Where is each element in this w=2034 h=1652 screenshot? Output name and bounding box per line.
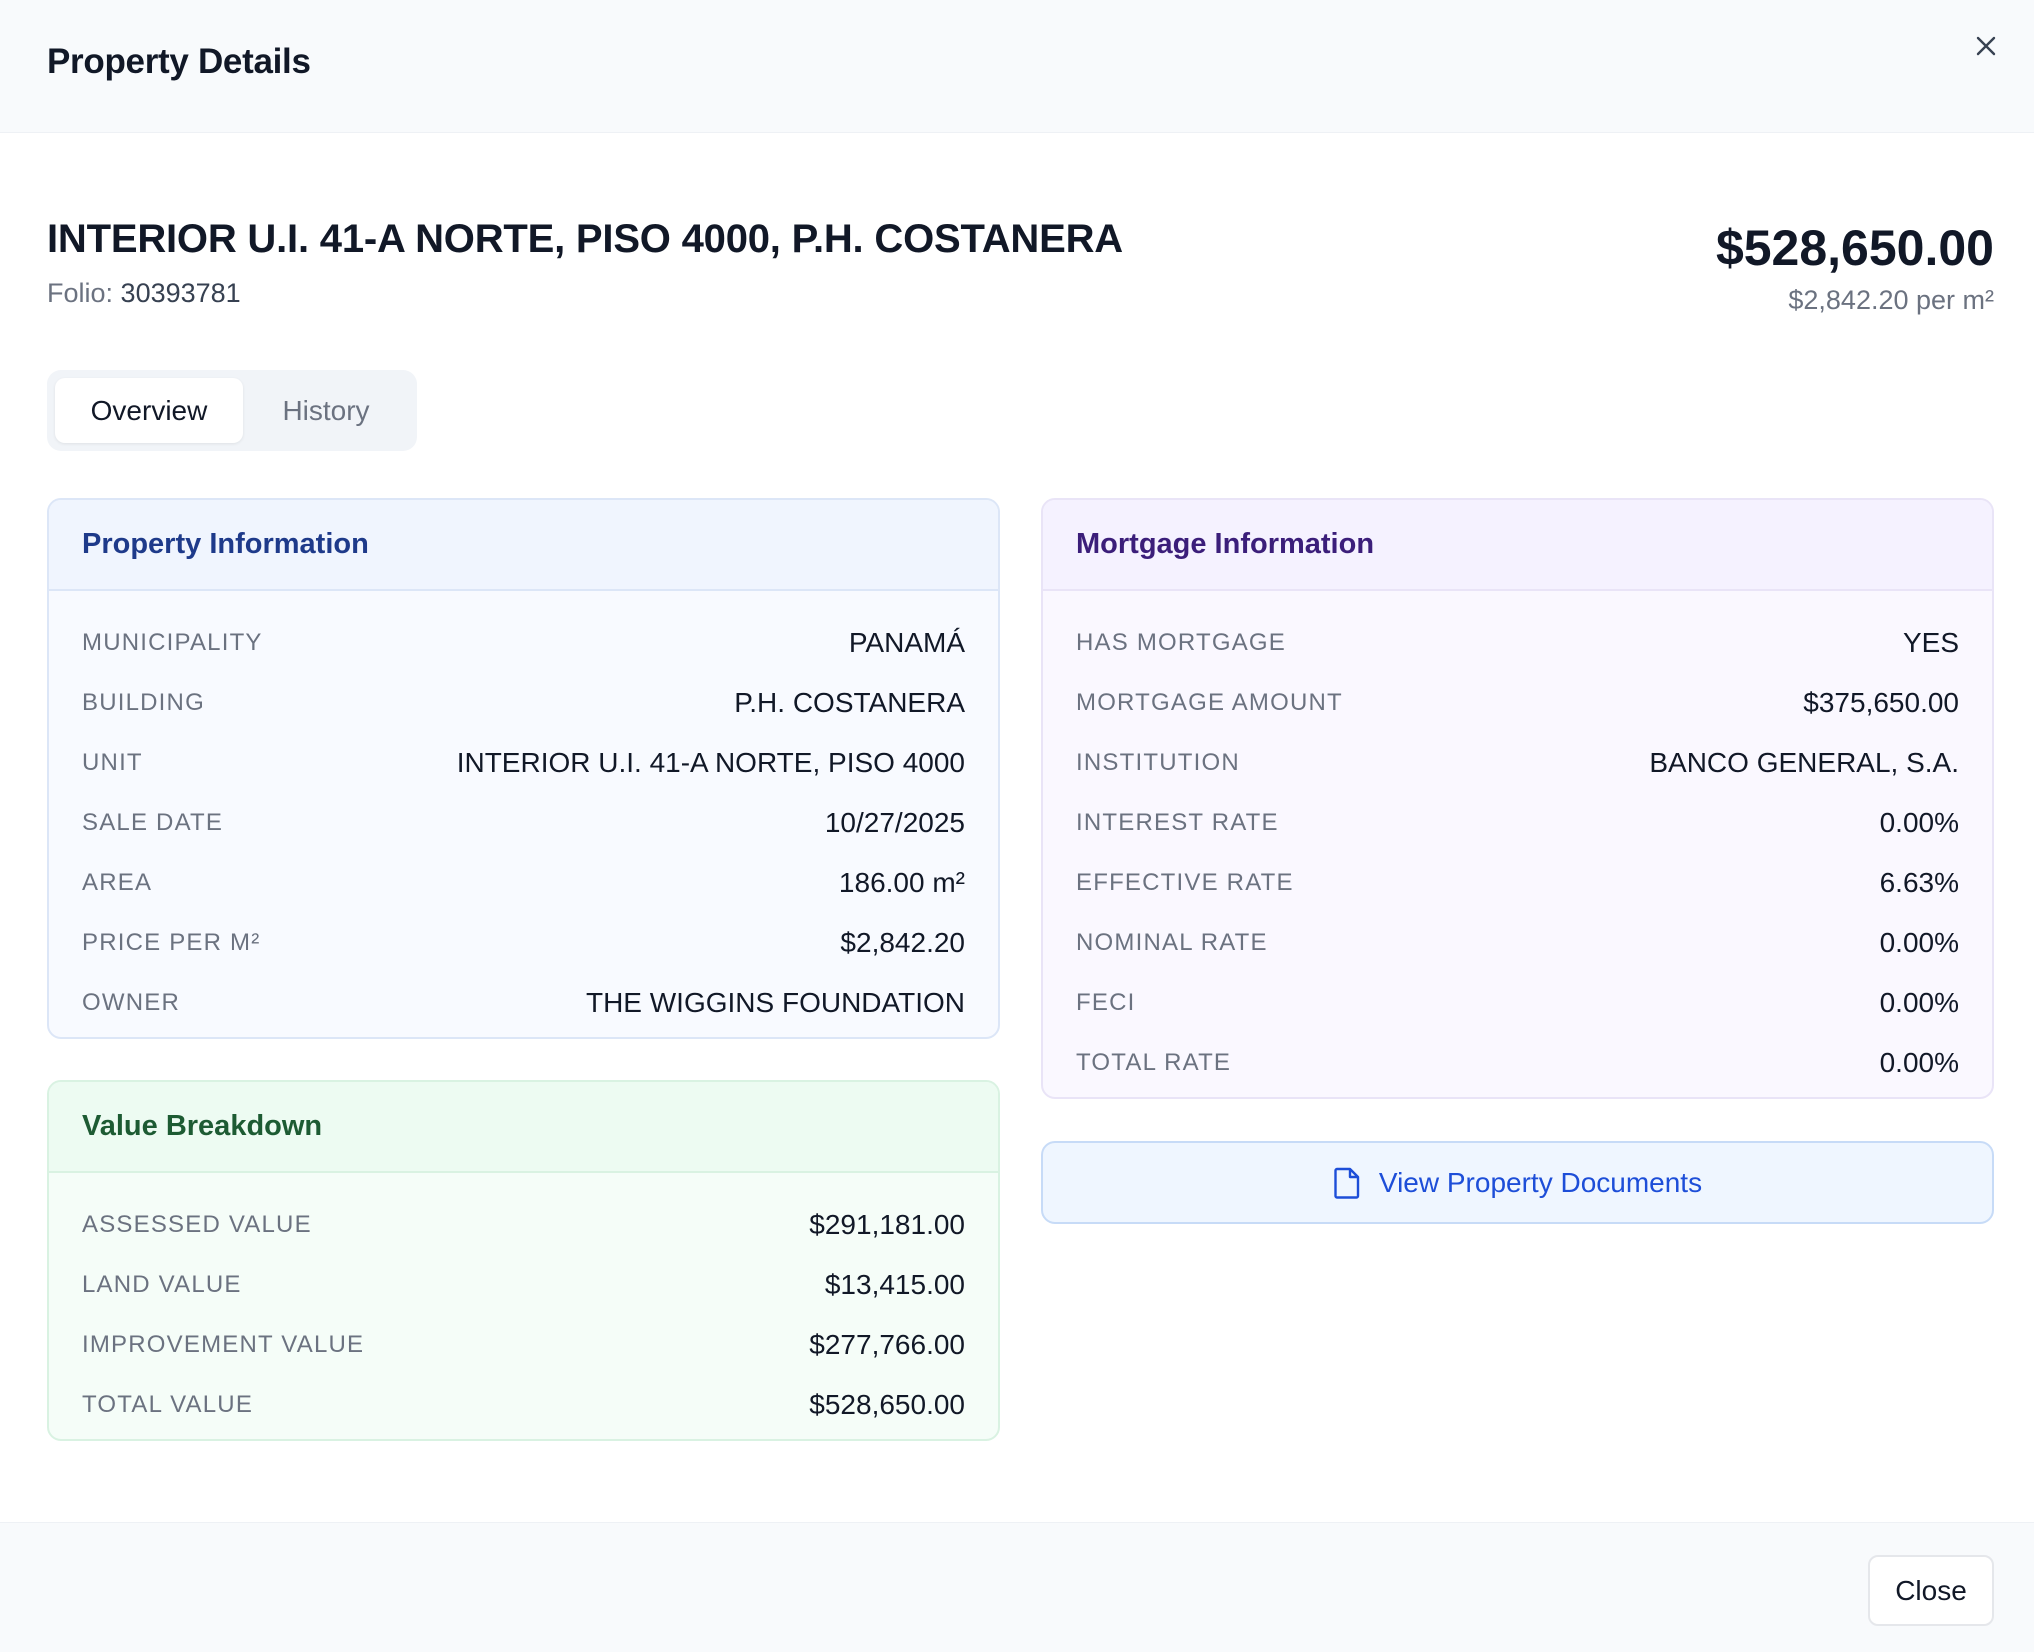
row-value: P.H. COSTANERA: [734, 687, 965, 718]
close-icon[interactable]: [1966, 26, 2006, 66]
row-value: 0.00%: [1879, 987, 1959, 1018]
row-value: 0.00%: [1879, 1047, 1959, 1078]
row-label: TOTAL RATE: [1076, 1049, 1232, 1076]
mortgage-information-title: Mortgage Information: [1043, 500, 1992, 591]
view-property-documents-label: View Property Documents: [1378, 1166, 1703, 1198]
info-row-owner: OWNER THE WIGGINS FOUNDATION: [82, 973, 965, 1033]
row-value: YES: [1902, 627, 1959, 658]
value-breakdown-title: Value Breakdown: [49, 1082, 998, 1173]
row-label: AREA: [82, 869, 153, 896]
row-label: HAS MORTGAGE: [1076, 629, 1286, 656]
mortgage-information-card: Mortgage Information HAS MORTGAGE YES MOR…: [1041, 498, 1994, 1099]
value-row-total: TOTAL VALUE $528,650.00: [82, 1375, 965, 1435]
row-label: EFFECTIVE RATE: [1076, 869, 1294, 896]
info-row-unit: UNIT INTERIOR U.I. 41-A NORTE, PISO 4000: [82, 733, 965, 793]
dialog-header: Property Details: [0, 0, 2034, 133]
row-value: $291,181.00: [809, 1209, 965, 1240]
mortgage-row-total-rate: TOTAL RATE 0.00%: [1076, 1033, 1959, 1093]
row-value: $375,650.00: [1803, 687, 1959, 718]
row-value: INTERIOR U.I. 41-A NORTE, PISO 4000: [456, 747, 965, 778]
info-row-price-per-m2: PRICE PER M² $2,842.20: [82, 913, 965, 973]
row-label: LAND VALUE: [82, 1271, 242, 1298]
row-label: OWNER: [82, 989, 180, 1016]
property-title: INTERIOR U.I. 41-A NORTE, PISO 4000, P.H…: [47, 217, 1123, 261]
value-row-assessed: ASSESSED VALUE $291,181.00: [82, 1195, 965, 1255]
tab-history[interactable]: History: [282, 394, 370, 426]
property-information-card: Property Information MUNICIPALITY PANAMÁ …: [47, 498, 1000, 1039]
info-row-sale-date: SALE DATE 10/27/2025: [82, 793, 965, 853]
row-label: BUILDING: [82, 689, 205, 716]
row-value: 0.00%: [1879, 927, 1959, 958]
row-label: FECI: [1076, 989, 1136, 1016]
view-property-documents-button[interactable]: View Property Documents: [1041, 1141, 1994, 1224]
row-value: PANAMÁ: [848, 627, 965, 658]
mortgage-row-effective-rate: EFFECTIVE RATE 6.63%: [1076, 853, 1959, 913]
close-button[interactable]: Close: [1868, 1555, 1994, 1626]
row-label: UNIT: [82, 749, 143, 776]
row-value: $528,650.00: [809, 1389, 965, 1420]
mortgage-row-interest-rate: INTEREST RATE 0.00%: [1076, 793, 1959, 853]
tab-bar: Overview History: [47, 370, 417, 451]
row-value: 6.63%: [1879, 867, 1959, 898]
mortgage-row-amount: MORTGAGE AMOUNT $375,650.00: [1076, 673, 1959, 733]
property-price: $528,650.00: [1715, 220, 1994, 276]
tab-overview[interactable]: Overview: [55, 378, 243, 443]
row-label: TOTAL VALUE: [82, 1391, 254, 1418]
value-breakdown-card: Value Breakdown ASSESSED VALUE $291,181.0…: [47, 1080, 1000, 1441]
row-value: $13,415.00: [824, 1269, 965, 1300]
info-row-municipality: MUNICIPALITY PANAMÁ: [82, 613, 965, 673]
dialog-title: Property Details: [47, 42, 311, 81]
row-value: BANCO GENERAL, S.A.: [1649, 747, 1959, 778]
info-row-area: AREA 186.00 m²: [82, 853, 965, 913]
mortgage-row-has-mortgage: HAS MORTGAGE YES: [1076, 613, 1959, 673]
property-information-title: Property Information: [49, 500, 998, 591]
row-value: THE WIGGINS FOUNDATION: [585, 987, 965, 1018]
value-row-land: LAND VALUE $13,415.00: [82, 1255, 965, 1315]
value-row-improvement: IMPROVEMENT VALUE $277,766.00: [82, 1315, 965, 1375]
row-label: PRICE PER M²: [82, 929, 261, 956]
dialog-footer: Close: [0, 1522, 2034, 1652]
document-icon: [1333, 1167, 1361, 1199]
info-row-building: BUILDING P.H. COSTANERA: [82, 673, 965, 733]
row-value: $277,766.00: [809, 1329, 965, 1360]
mortgage-row-institution: INSTITUTION BANCO GENERAL, S.A.: [1076, 733, 1959, 793]
row-label: MUNICIPALITY: [82, 629, 263, 656]
row-label: INTEREST RATE: [1076, 809, 1279, 836]
row-value: 10/27/2025: [824, 807, 965, 838]
folio-label: Folio:: [47, 278, 114, 308]
row-label: SALE DATE: [82, 809, 224, 836]
row-value: $2,842.20: [840, 927, 965, 958]
mortgage-row-nominal-rate: NOMINAL RATE 0.00%: [1076, 913, 1959, 973]
row-value: 186.00 m²: [838, 867, 965, 898]
row-value: 0.00%: [1879, 807, 1959, 838]
row-label: ASSESSED VALUE: [82, 1211, 312, 1238]
folio: Folio: 30393781: [47, 278, 241, 309]
mortgage-row-feci: FECI 0.00%: [1076, 973, 1959, 1033]
folio-value: 30393781: [120, 278, 241, 308]
row-label: NOMINAL RATE: [1076, 929, 1268, 956]
row-label: IMPROVEMENT VALUE: [82, 1331, 365, 1358]
row-label: MORTGAGE AMOUNT: [1076, 689, 1343, 716]
row-label: INSTITUTION: [1076, 749, 1240, 776]
price-per-m2: $2,842.20 per m²: [1788, 285, 1994, 315]
